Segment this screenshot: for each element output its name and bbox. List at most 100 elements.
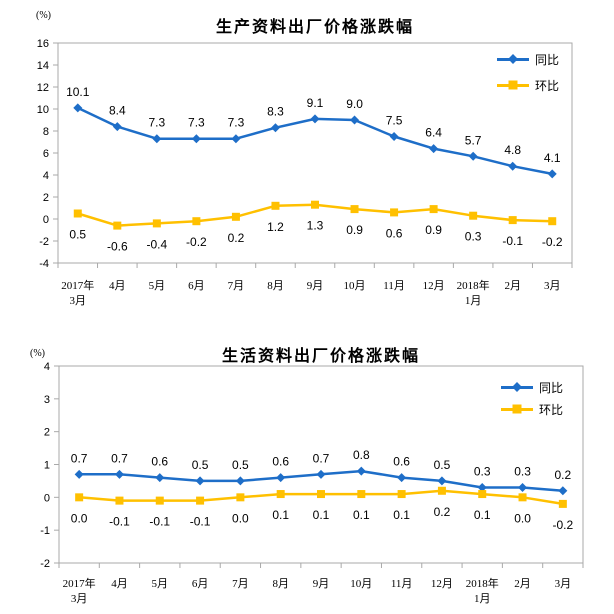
data-value-label: -0.1 bbox=[502, 234, 523, 248]
data-point-diamond bbox=[235, 476, 245, 486]
data-value-label: 0.5 bbox=[192, 458, 209, 472]
legend-label-mom: 环比 bbox=[539, 402, 564, 417]
x-axis-category-label: 2017年 bbox=[63, 576, 96, 590]
y-axis-tick-label: 1 bbox=[44, 460, 50, 472]
data-value-label: 0.3 bbox=[465, 230, 482, 244]
x-axis-category-label: 2月 bbox=[504, 280, 521, 292]
data-point-diamond bbox=[310, 114, 320, 124]
data-point-diamond bbox=[356, 466, 366, 476]
data-value-label: 0.1 bbox=[272, 508, 289, 522]
y-axis-tick-label: 16 bbox=[37, 38, 49, 50]
data-value-label: 6.4 bbox=[425, 126, 442, 140]
data-point-diamond bbox=[547, 169, 557, 179]
legend-item-mom: 环比 bbox=[501, 398, 563, 420]
x-axis-category-label: 4月 bbox=[111, 578, 128, 590]
data-value-label: 10.1 bbox=[66, 85, 90, 99]
consumer-chart-plot-area: 4 3 2 1 0 -1 -2 2017年 3月 4月 5月 6月 7月 8月 9月 10月 11月 12月 201… bbox=[40, 361, 584, 605]
x-axis-category-label: 12月 bbox=[423, 280, 445, 292]
data-value-label: 0.7 bbox=[313, 451, 330, 465]
x-axis-category-label: 1月 bbox=[465, 295, 482, 307]
data-point-square bbox=[271, 201, 280, 210]
legend-label-yoy: 同比 bbox=[535, 52, 560, 67]
x-axis-category-label: 7月 bbox=[232, 578, 249, 590]
y-axis-tick-label: -4 bbox=[39, 258, 49, 270]
data-point-diamond bbox=[114, 469, 124, 479]
x-axis-category-label: 11月 bbox=[383, 280, 405, 292]
legend: 同比 环比 bbox=[501, 376, 563, 420]
data-point-diamond bbox=[231, 134, 241, 144]
data-point-diamond bbox=[152, 134, 162, 144]
data-point-diamond bbox=[389, 132, 399, 141]
x-axis-category-label: 5月 bbox=[152, 578, 169, 590]
data-point-diamond bbox=[518, 482, 528, 492]
y-axis-tick-label: 0 bbox=[44, 492, 50, 504]
data-point-diamond bbox=[350, 115, 360, 125]
x-axis-category-label: 2017年 bbox=[61, 278, 94, 292]
data-value-label: 4.8 bbox=[504, 143, 521, 157]
x-axis-category-label: 12月 bbox=[431, 578, 453, 590]
data-value-label: 8.3 bbox=[267, 105, 284, 119]
data-value-label: 0.5 bbox=[69, 228, 86, 242]
data-value-label: 0.6 bbox=[386, 226, 403, 240]
data-value-label: 8.4 bbox=[109, 104, 126, 118]
data-point-square bbox=[518, 493, 527, 502]
y-axis-tick-label: 8 bbox=[43, 126, 49, 138]
y-axis-tick-label: 4 bbox=[44, 361, 50, 373]
data-value-label: -0.6 bbox=[107, 240, 128, 254]
y-axis-unit-label: (%) bbox=[30, 348, 45, 359]
data-value-label: 0.1 bbox=[393, 508, 410, 522]
data-point-square bbox=[152, 219, 161, 228]
data-point-diamond bbox=[191, 134, 201, 144]
data-point-square bbox=[350, 205, 359, 214]
legend-item-yoy: 同比 bbox=[501, 376, 563, 398]
mom-line-square-icon bbox=[501, 404, 533, 414]
x-axis-category-label: 8月 bbox=[267, 280, 284, 292]
x-axis-category-label: 10月 bbox=[344, 280, 366, 292]
producer-chart-plot-area: 16 14 12 10 8 6 4 2 0 -2 -4 2017年 3月 4月 5月 6月 7月 8月 9月 10月 1… bbox=[37, 38, 573, 307]
data-point-square bbox=[73, 209, 82, 218]
x-axis-category-label: 9月 bbox=[313, 578, 330, 590]
y-axis-tick-label: -1 bbox=[40, 525, 50, 537]
data-value-label: 0.6 bbox=[272, 455, 289, 469]
data-point-square bbox=[113, 221, 122, 230]
data-point-diamond bbox=[468, 151, 478, 161]
data-point-diamond bbox=[429, 144, 439, 154]
y-axis-tick-label: 2 bbox=[44, 427, 50, 439]
mom-line-square-icon bbox=[497, 80, 529, 90]
data-point-square bbox=[115, 496, 124, 505]
data-value-label: 7.3 bbox=[149, 116, 166, 130]
x-axis-category-label: 2018年 bbox=[457, 278, 490, 292]
x-axis-category-label: 6月 bbox=[188, 280, 205, 292]
data-point-square bbox=[437, 486, 446, 495]
y-axis-tick-label: 3 bbox=[44, 394, 50, 406]
data-point-diamond bbox=[270, 123, 280, 133]
data-point-diamond bbox=[74, 469, 84, 479]
consumer-goods-price-chart: 4 3 2 1 0 -1 -2 2017年 3月 4月 5月 6月 7月 8月 9月 10月 11月 12月 201… bbox=[0, 307, 614, 614]
data-value-label: 7.3 bbox=[188, 116, 205, 130]
data-value-label: 0.6 bbox=[151, 455, 168, 469]
data-point-diamond bbox=[276, 473, 286, 483]
data-point-square bbox=[236, 493, 245, 502]
data-value-label: 0.0 bbox=[71, 511, 88, 525]
data-value-label: 9.1 bbox=[307, 96, 324, 110]
y-axis-tick-label: 14 bbox=[37, 60, 49, 72]
x-axis-category-label: 7月 bbox=[228, 280, 245, 292]
data-value-label: 0.8 bbox=[353, 448, 370, 462]
data-point-square bbox=[508, 216, 517, 225]
data-point-diamond bbox=[316, 469, 326, 479]
data-value-label: 0.7 bbox=[71, 451, 88, 465]
y-axis-tick-label: 2 bbox=[43, 192, 49, 204]
data-value-label: 1.3 bbox=[307, 219, 324, 233]
data-point-square bbox=[311, 200, 319, 209]
y-axis-tick-label: 4 bbox=[43, 170, 49, 182]
data-value-label: 9.0 bbox=[346, 97, 363, 111]
data-point-diamond bbox=[155, 473, 165, 483]
data-value-label: 0.3 bbox=[514, 464, 531, 478]
y-axis-tick-label: 10 bbox=[37, 104, 49, 116]
data-point-square bbox=[357, 490, 366, 499]
y-axis-tick-label: -2 bbox=[40, 558, 50, 570]
x-axis-category-label: 2018年 bbox=[466, 576, 499, 590]
data-value-label: 7.5 bbox=[386, 114, 403, 128]
data-value-label: 0.5 bbox=[232, 458, 249, 472]
yoy-line-diamond-icon bbox=[501, 382, 533, 392]
